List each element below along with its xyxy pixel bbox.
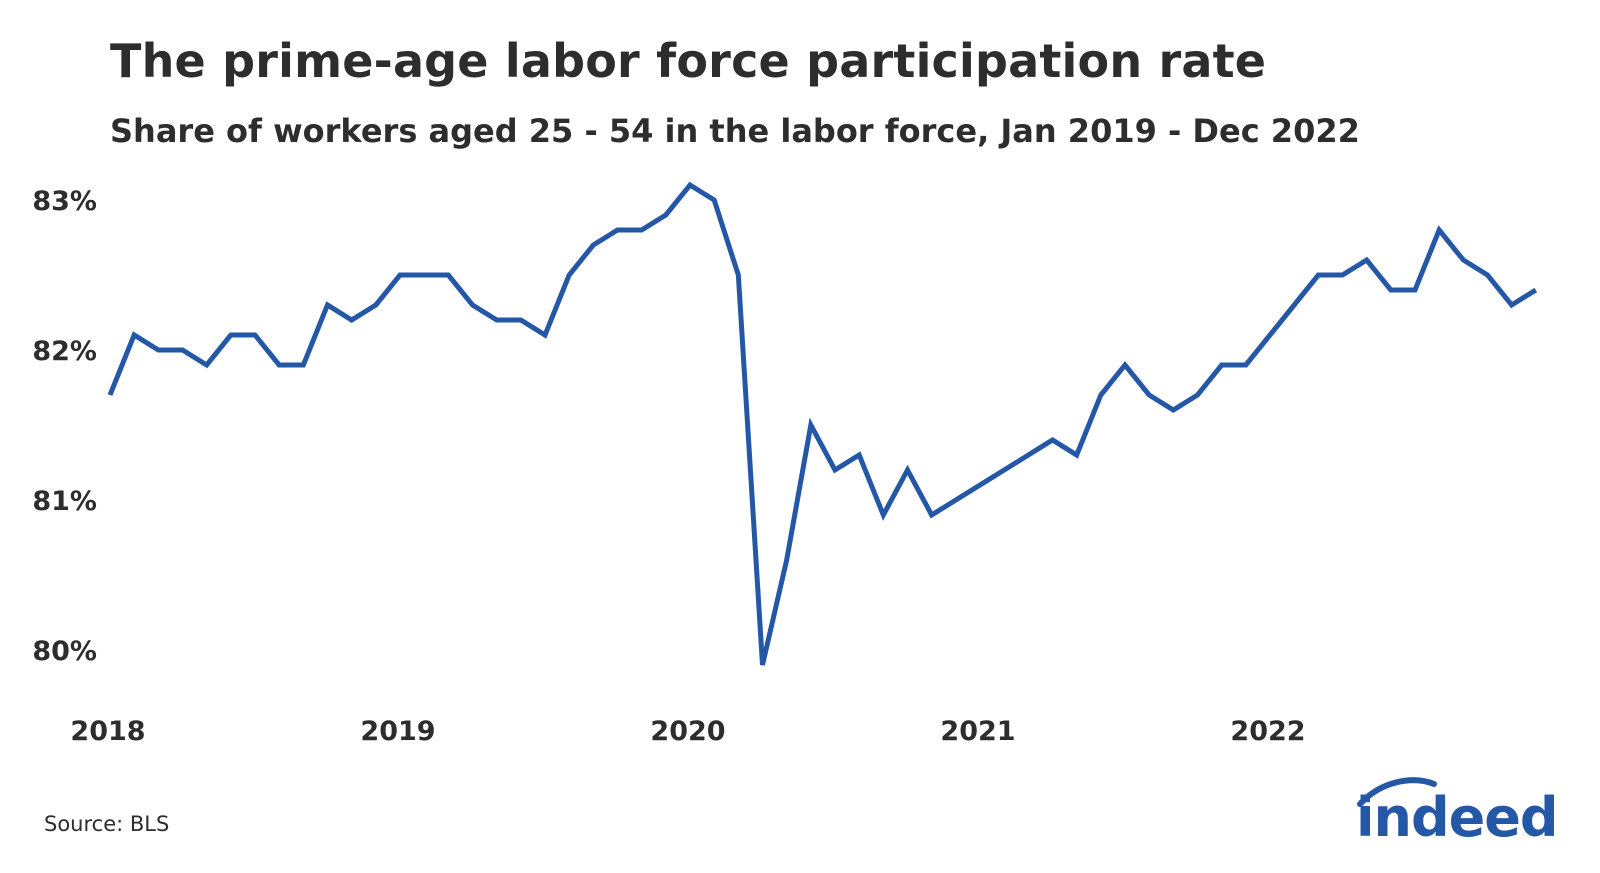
data-point: [495, 318, 499, 322]
x-tick-label: 2019: [360, 716, 435, 747]
data-point: [1413, 288, 1417, 292]
data-point: [833, 468, 837, 472]
data-point: [1389, 288, 1393, 292]
logo-wordmark: indeed: [1356, 786, 1559, 849]
data-point: [1437, 228, 1441, 232]
y-axis-ticks: 80% 81% 82% 83%: [32, 186, 97, 667]
data-point: [954, 498, 958, 502]
indeed-logo: indeed: [1356, 770, 1559, 850]
data-point: [181, 348, 185, 352]
data-point: [374, 303, 378, 307]
data-point: [1534, 288, 1538, 292]
y-tick-label: 81%: [32, 486, 97, 517]
data-point: [1002, 468, 1006, 472]
data-point: [978, 483, 982, 487]
data-point: [253, 333, 257, 337]
data-point: [543, 333, 547, 337]
data-point: [108, 393, 112, 397]
data-point: [616, 228, 620, 232]
data-point: [1486, 273, 1490, 277]
x-tick-label: 2020: [650, 716, 725, 747]
x-tick-label: 2018: [70, 716, 145, 747]
source-note: Source: BLS: [44, 812, 170, 836]
data-point: [350, 318, 354, 322]
series-line: [107, 181, 1538, 666]
data-point: [156, 348, 160, 352]
data-point: [664, 213, 668, 217]
data-point: [688, 183, 692, 187]
data-point: [906, 468, 910, 472]
data-point: [132, 333, 136, 337]
data-point: [1268, 333, 1272, 337]
y-tick-label: 80%: [32, 636, 97, 667]
data-point: [785, 558, 789, 562]
data-point: [761, 663, 765, 667]
data-point: [1123, 363, 1127, 367]
series-layer: [107, 181, 1538, 667]
data-point: [1461, 258, 1465, 262]
chart-title: The prime-age labor force participation …: [110, 34, 1267, 88]
data-point: [519, 318, 523, 322]
data-point: [712, 198, 716, 202]
data-point: [1510, 303, 1514, 307]
data-point: [277, 363, 281, 367]
chart-subtitle: Share of workers aged 25 - 54 in the lab…: [110, 112, 1360, 150]
data-point: [736, 273, 740, 277]
data-point: [1292, 303, 1296, 307]
data-point: [1244, 363, 1248, 367]
data-point: [1147, 393, 1151, 397]
data-point: [809, 423, 813, 427]
x-tick-label: 2021: [940, 716, 1015, 747]
y-tick-label: 83%: [32, 186, 97, 217]
data-point: [1220, 363, 1224, 367]
data-point: [1316, 273, 1320, 277]
data-point: [1171, 408, 1175, 412]
data-point: [640, 228, 644, 232]
data-point: [857, 453, 861, 457]
data-point: [398, 273, 402, 277]
data-point: [205, 363, 209, 367]
data-point: [301, 363, 305, 367]
data-point: [422, 273, 426, 277]
x-axis-ticks: 2018 2019 2020 2021 2022: [70, 716, 1305, 747]
data-point: [881, 513, 885, 517]
data-point: [1365, 258, 1369, 262]
data-point: [1196, 393, 1200, 397]
data-point: [446, 273, 450, 277]
data-point: [1341, 273, 1345, 277]
y-tick-label: 82%: [32, 336, 97, 367]
data-point: [591, 243, 595, 247]
data-point: [326, 303, 330, 307]
data-point: [567, 273, 571, 277]
data-point: [1075, 453, 1079, 457]
data-point: [930, 513, 934, 517]
data-point: [1099, 393, 1103, 397]
data-point: [1026, 453, 1030, 457]
logo-arc-icon: [1357, 777, 1437, 807]
data-point: [1051, 438, 1055, 442]
data-point: [229, 333, 233, 337]
data-point: [471, 303, 475, 307]
x-tick-label: 2022: [1230, 716, 1305, 747]
